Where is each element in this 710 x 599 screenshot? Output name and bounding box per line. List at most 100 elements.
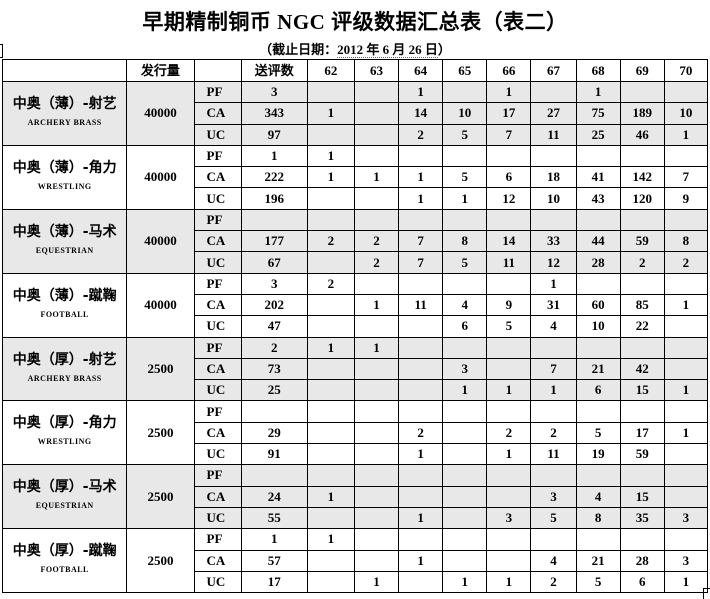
grade-count-cell: [398, 144, 444, 168]
grade-count-cell: 1: [398, 166, 444, 189]
grade-count-cell: 10: [530, 187, 577, 210]
table-row: UC 17 1 1 1 2 5 6 1: [3, 570, 709, 594]
grade-count-cell: 1: [663, 570, 709, 594]
coin-name-cell: 中奥（厚）-射艺 ARCHERY BRASS: [1, 336, 128, 402]
table-row: UC 47 6 5 4 10 22: [3, 315, 709, 338]
grade-count-cell: [619, 80, 665, 104]
grade-count-cell: 12: [486, 187, 532, 210]
grade-count-cell: 1: [530, 379, 577, 402]
submitted-count-cell: 343: [240, 102, 308, 125]
table-row: 中奥（厚）-马术 EQUESTRIAN 2500 PF: [1, 464, 709, 530]
grade-count-cell: 1: [353, 336, 400, 359]
mintage-cell: 40000: [126, 144, 195, 210]
grade-count-cell: [353, 187, 400, 210]
grade-count-cell: [486, 549, 532, 572]
grade-count-cell: 1: [530, 272, 577, 295]
grade-count-cell: 4: [530, 315, 577, 338]
coin-name-cell: 中奥（薄）-蹴鞠 FOOTBALL: [1, 272, 128, 338]
grade-count-cell: 3: [486, 506, 532, 530]
grade-count-cell: [575, 336, 621, 359]
grade-count-cell: 3: [663, 506, 709, 530]
grade-count-cell: 59: [619, 230, 665, 253]
mintage-cell: 2500: [126, 528, 195, 594]
submitted-count-cell: [240, 400, 308, 423]
grade-count-cell: [306, 251, 355, 274]
grade-count-cell: 6: [442, 315, 488, 338]
mintage-cell: 2500: [126, 336, 195, 402]
submitted-count-cell: 24: [240, 485, 308, 508]
column-header: 62: [306, 59, 355, 82]
grade-count-cell: [353, 443, 400, 466]
grade-cell: PF: [193, 208, 242, 232]
grade-count-cell: 8: [663, 230, 709, 253]
grade-count-cell: [619, 528, 665, 551]
grade-count-cell: 1: [398, 187, 444, 210]
grade-count-cell: [663, 208, 709, 232]
grade-count-cell: [442, 336, 488, 359]
grade-cell: UC: [193, 379, 242, 402]
submitted-count-cell: 47: [240, 315, 308, 338]
grade-count-cell: 33: [530, 230, 577, 253]
grade-count-cell: 1: [575, 80, 621, 104]
grade-count-cell: [619, 144, 665, 168]
table-row: 中奥（厚）-蹴鞠 FOOTBALL 2500 PF 1 1: [1, 528, 709, 594]
grade-count-cell: [486, 357, 532, 381]
column-header: 63: [353, 59, 400, 82]
grade-count-cell: [530, 144, 577, 168]
grade-count-cell: [486, 528, 532, 551]
submitted-count-cell: 29: [240, 421, 308, 445]
grade-count-cell: [486, 144, 532, 168]
submitted-count-cell: 57: [240, 549, 308, 572]
table-row: 中奥（薄）-射艺 ARCHERY BRASS 40000 PF 3 1 1 1: [1, 80, 709, 146]
mintage-cell: 2500: [126, 400, 195, 466]
submitted-count-cell: 91: [240, 443, 308, 466]
grade-count-cell: 7: [398, 251, 444, 274]
grade-cell: UC: [193, 251, 242, 274]
grade-cell: CA: [193, 293, 242, 317]
grade-count-cell: [486, 464, 532, 487]
grade-count-cell: 1: [353, 166, 400, 189]
grade-count-cell: 7: [530, 357, 577, 381]
coin-name-cell: 中奥（薄）-马术 EQUESTRIAN: [1, 208, 128, 274]
grade-count-cell: [486, 336, 532, 359]
submitted-count-cell: 196: [240, 187, 308, 210]
grade-count-cell: 8: [575, 506, 621, 530]
submitted-count-cell: 3: [240, 272, 308, 295]
subtitle-suffix: ）: [437, 42, 451, 57]
grade-count-cell: [353, 123, 400, 146]
submitted-count-cell: 222: [240, 166, 308, 189]
grade-count-cell: 2: [353, 251, 400, 274]
coin-name-en: FOOTBALL: [40, 565, 89, 575]
grade-count-cell: 4: [530, 549, 577, 572]
grade-count-cell: [619, 272, 665, 295]
grade-count-cell: [486, 485, 532, 508]
grade-count-cell: 3: [663, 549, 709, 572]
grade-cell: UC: [193, 123, 242, 146]
table-row: UC 196 1 1 12 10 43 120 9: [3, 187, 709, 210]
grade-count-cell: [398, 208, 444, 232]
grade-count-cell: 2: [306, 272, 355, 295]
grade-cell: CA: [193, 102, 242, 125]
grade-count-cell: 2: [619, 251, 665, 274]
coin-name-cn: 中奥（厚）-角力: [12, 415, 117, 432]
coin-name-cn: 中奥（厚）-射艺: [12, 351, 117, 368]
grade-count-cell: [530, 464, 577, 487]
grade-count-cell: [353, 464, 400, 487]
grade-count-cell: [530, 400, 577, 423]
grade-count-cell: 17: [486, 102, 532, 125]
submitted-count-cell: 202: [240, 293, 308, 317]
column-header: 67: [530, 59, 577, 82]
grade-count-cell: [663, 400, 709, 423]
grade-cell: CA: [193, 485, 242, 508]
grade-count-cell: [619, 400, 665, 423]
grade-count-cell: 7: [486, 123, 532, 146]
grade-count-cell: 44: [575, 230, 621, 253]
coin-name-cell: 中奥（薄）-角力 WRESTLING: [1, 144, 128, 210]
column-header: 发行量: [126, 59, 195, 82]
grade-count-cell: [442, 506, 488, 530]
grade-count-cell: [442, 80, 488, 104]
grade-count-cell: [353, 549, 400, 572]
grade-count-cell: 1: [442, 187, 488, 210]
grade-count-cell: [306, 357, 355, 381]
grade-count-cell: [530, 528, 577, 551]
